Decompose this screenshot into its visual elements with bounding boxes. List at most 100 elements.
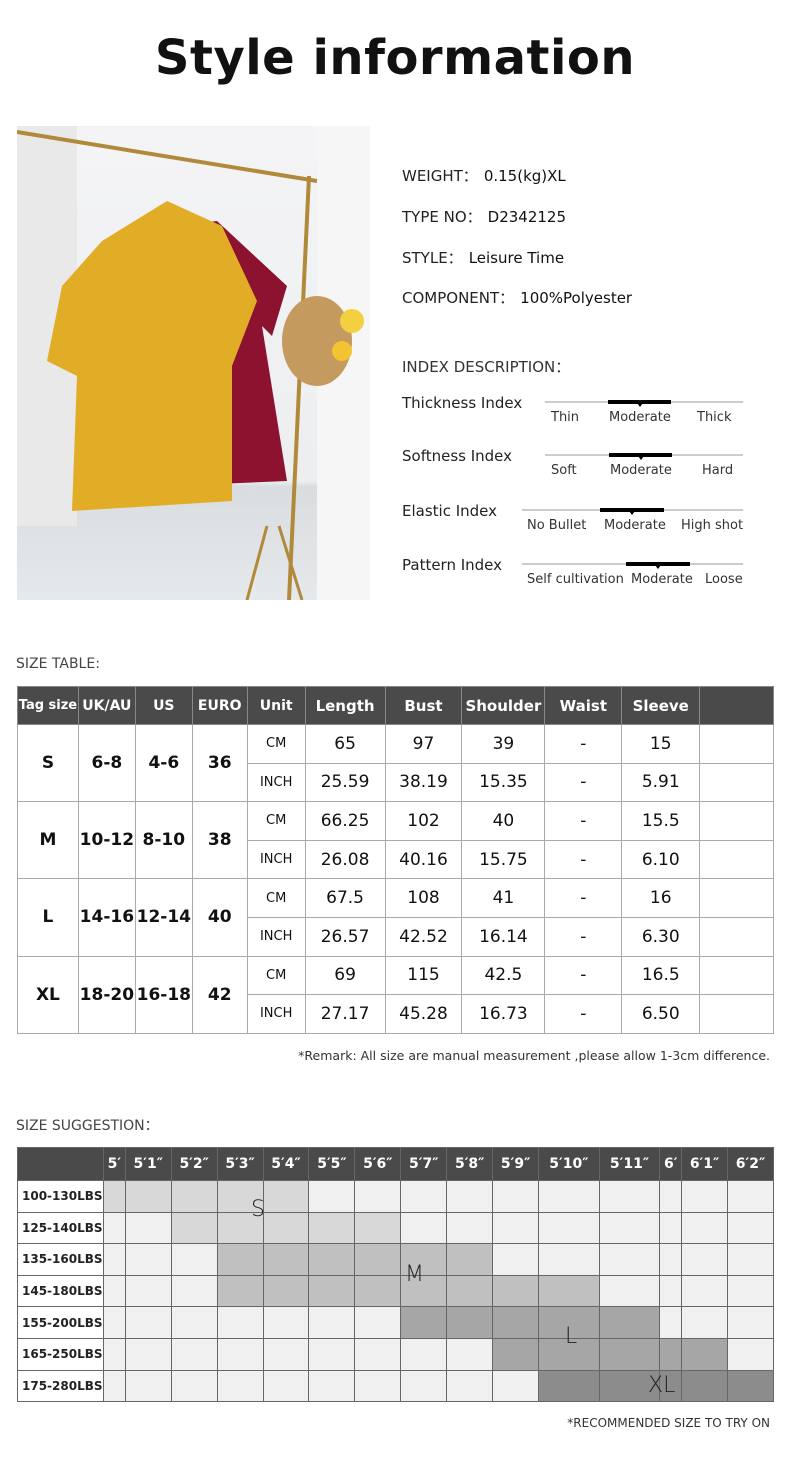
- info-label: STYLE：: [402, 249, 463, 267]
- empty-cell: [598, 1243, 661, 1276]
- empty-cell: [400, 1211, 448, 1245]
- info-component: COMPONENT： 100%Polyester: [402, 287, 632, 308]
- empty-cell: [727, 1337, 774, 1371]
- cell-measure: 15.5: [621, 801, 701, 841]
- cell-measure: -: [544, 724, 623, 764]
- empty-cell: [446, 1369, 494, 1403]
- empty-cell: [538, 1211, 600, 1245]
- height-header: 5′9″: [492, 1147, 540, 1181]
- cell-tag: S: [17, 723, 79, 803]
- weight-label: 100-130LBS: [17, 1180, 104, 1213]
- empty-cell: [103, 1243, 126, 1276]
- empty-cell: [727, 1274, 774, 1308]
- empty-cell: [103, 1211, 126, 1245]
- size-table-heading: SIZE TABLE:: [16, 656, 100, 672]
- cell-euro: 40: [191, 878, 248, 957]
- index-scale: [522, 562, 743, 569]
- height-header: 5′10″: [538, 1147, 600, 1181]
- cell-measure: 15: [621, 724, 701, 764]
- size-cell-m: [354, 1274, 402, 1308]
- cell-measure: 108: [384, 878, 463, 918]
- cell-euro: 42: [191, 955, 248, 1034]
- info-label: TYPE NO：: [402, 208, 482, 226]
- cell-empty: [699, 724, 774, 764]
- info-value: Leisure Time: [468, 249, 565, 267]
- index-option: Thin: [551, 410, 580, 425]
- empty-cell: [681, 1211, 728, 1245]
- size-cell-l: [400, 1306, 448, 1339]
- cell-measure: 42.5: [461, 955, 546, 996]
- cell-empty: [699, 878, 774, 918]
- weight-label: 135-160LBS: [17, 1243, 104, 1276]
- index-label: Softness Index: [402, 447, 513, 465]
- size-cell-xl: [598, 1369, 661, 1403]
- cell-measure: -: [544, 801, 623, 841]
- size-cell-m: [400, 1243, 448, 1276]
- empty-cell: [400, 1180, 448, 1213]
- size-cell-l: [598, 1337, 661, 1371]
- column-header: Sleeve: [621, 686, 701, 725]
- cell-measure: 25.59: [304, 762, 386, 803]
- remark: *Remark: All size are manual measurement…: [298, 1048, 770, 1063]
- table-row: 125-140LBS: [17, 1211, 774, 1245]
- height-header: 6′2″: [727, 1147, 774, 1181]
- size-cell-m: [446, 1274, 494, 1308]
- info-type-no: TYPE NO： D2342125: [402, 206, 566, 227]
- table-row: INCH 25.59 38.19 15.35-5.91: [18, 762, 774, 803]
- cell-empty: [699, 916, 774, 957]
- empty-cell: [659, 1274, 683, 1308]
- empty-cell: [681, 1306, 728, 1339]
- table-row: 135-160LBS: [17, 1243, 774, 1276]
- size-cell-m: [308, 1274, 356, 1308]
- info-label: COMPONENT：: [402, 289, 515, 307]
- table-row: INCH 26.57 42.52 16.14-6.30: [18, 916, 774, 957]
- empty-cell: [492, 1211, 540, 1245]
- cell-measure: 45.28: [384, 994, 463, 1034]
- height-header: 5′5″: [308, 1147, 356, 1181]
- page-title: Style information: [154, 30, 636, 86]
- size-cell-m: [446, 1243, 494, 1276]
- cell-measure: 38.19: [384, 762, 463, 803]
- size-cell-xl: [681, 1369, 728, 1403]
- size-label-s: S: [251, 1197, 265, 1222]
- empty-cell: [446, 1180, 494, 1213]
- recommend-note: *RECOMMENDED SIZE TO TRY ON: [567, 1416, 770, 1430]
- cell-measure: -: [544, 762, 623, 803]
- empty-cell: [124, 1337, 172, 1371]
- size-table: Tag size UK/AU US EURO Unit Length Bust Shoulde…: [17, 686, 774, 1034]
- height-header: 5′7″: [400, 1147, 448, 1181]
- table-row: 145-180LBS: [17, 1274, 774, 1308]
- cell-measure: 40.16: [384, 839, 463, 880]
- empty-cell: [308, 1306, 356, 1339]
- corner-cell: [17, 1147, 104, 1181]
- size-cell-l: [598, 1306, 661, 1339]
- index-option: Loose: [705, 572, 743, 587]
- size-cell-m: [216, 1243, 264, 1276]
- cell-unit: INCH: [246, 762, 306, 803]
- cell-measure: 16.14: [461, 916, 546, 957]
- empty-cell: [727, 1243, 774, 1276]
- info-value: 100%Polyester: [520, 289, 633, 307]
- size-cell-m: [308, 1243, 356, 1276]
- table-row: INCH 27.17 45.28 16.73-6.50: [18, 994, 774, 1034]
- cell-empty: [699, 839, 774, 880]
- empty-cell: [103, 1274, 126, 1308]
- empty-cell: [262, 1337, 310, 1371]
- empty-cell: [103, 1306, 126, 1339]
- empty-cell: [659, 1180, 683, 1213]
- size-cell-m: [262, 1243, 310, 1276]
- cell-tag: M: [17, 801, 79, 880]
- cell-measure: 6.10: [621, 839, 701, 880]
- index-selected-marker: [608, 400, 671, 404]
- cell-measure: 26.08: [304, 839, 386, 880]
- product-photo: [17, 126, 370, 600]
- cell-unit: INCH: [246, 916, 306, 957]
- index-option: Thick: [697, 410, 732, 425]
- size-suggestion-table: 5′ 5′1″ 5′2″ 5′3″ 5′4″ 5′5″ 5′6″ 5′7″ 5′8″ 5′9″ 5′…: [17, 1147, 774, 1403]
- height-header: 6′1″: [681, 1147, 728, 1181]
- cell-measure: 6.50: [621, 994, 701, 1034]
- height-header: 5′4″: [262, 1147, 310, 1181]
- column-header: Shoulder: [461, 686, 546, 725]
- empty-cell: [216, 1306, 264, 1339]
- empty-cell: [124, 1211, 172, 1245]
